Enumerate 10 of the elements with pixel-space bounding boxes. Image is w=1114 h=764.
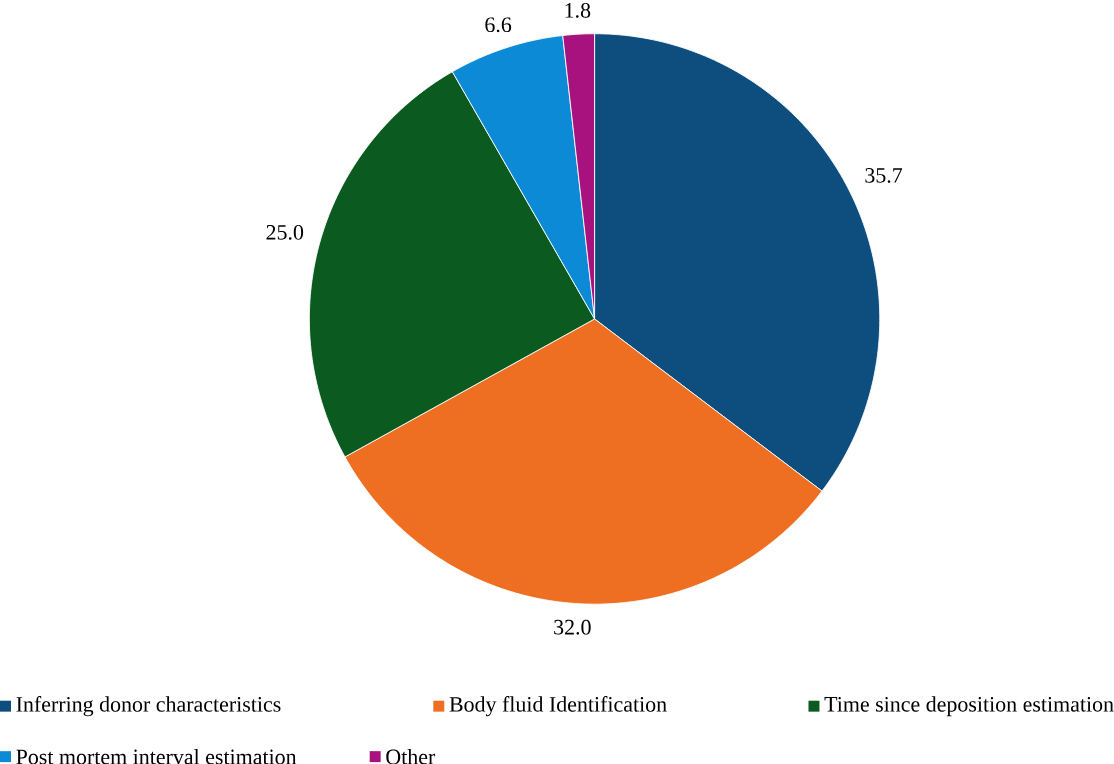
legend-label: Body fluid Identification <box>449 695 667 717</box>
legend-label: Time since deposition estimation <box>824 696 1114 716</box>
legend-label: Post mortem interval estimation <box>16 748 297 764</box>
data-label: 6.6 <box>485 17 512 33</box>
data-label: 1.8 <box>565 2 591 18</box>
data-label: 35.7 <box>865 167 903 183</box>
legend-label: Other <box>386 748 436 764</box>
data-label: 25.0 <box>266 224 304 240</box>
data-label: 32.0 <box>554 619 591 635</box>
legend-label: Inferring donor characteristics <box>16 695 281 717</box>
